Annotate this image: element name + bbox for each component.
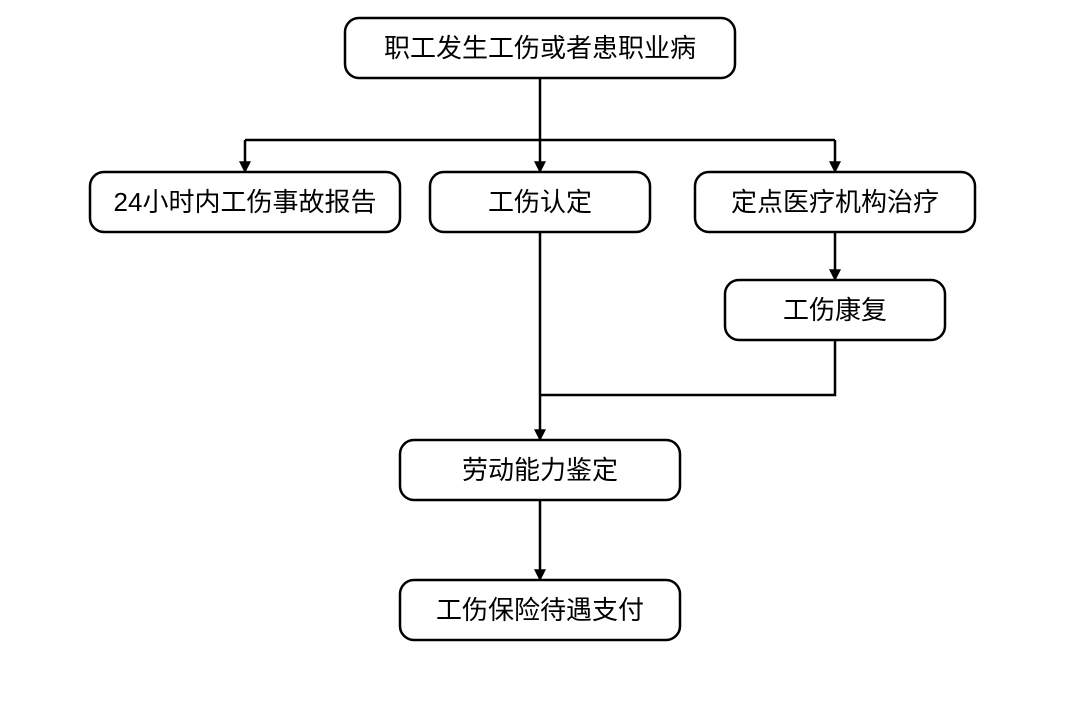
node-label: 定点医疗机构治疗	[731, 187, 939, 217]
flow-node: 职工发生工伤或者患职业病	[345, 18, 735, 78]
flow-node: 劳动能力鉴定	[400, 440, 680, 500]
node-label: 24小时内工伤事故报告	[114, 187, 377, 217]
node-label: 职工发生工伤或者患职业病	[384, 33, 696, 63]
flow-node: 工伤保险待遇支付	[400, 580, 680, 640]
node-label: 工伤康复	[783, 295, 887, 325]
node-label: 劳动能力鉴定	[462, 455, 618, 485]
edge-segment	[540, 340, 835, 395]
flow-node: 24小时内工伤事故报告	[90, 172, 400, 232]
node-label: 工伤保险待遇支付	[436, 595, 644, 625]
flow-node: 工伤认定	[430, 172, 650, 232]
flow-node: 工伤康复	[725, 280, 945, 340]
flow-node: 定点医疗机构治疗	[695, 172, 975, 232]
node-label: 工伤认定	[488, 187, 592, 217]
